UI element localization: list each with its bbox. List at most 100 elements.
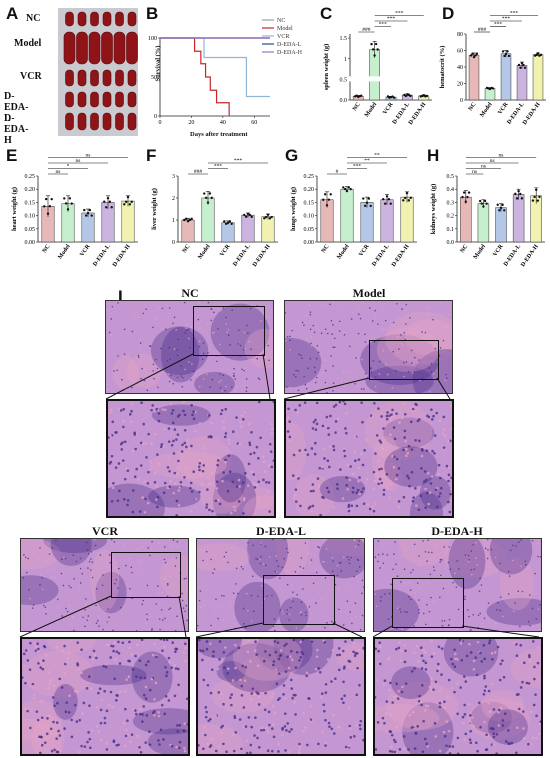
cell-nucleus [285,312,287,314]
cell-nucleus [161,591,163,594]
cell-nucleus [32,696,36,700]
cell-nucleus [108,554,111,556]
cell-nucleus [269,450,273,453]
cell-nucleus [155,484,158,488]
cell-nucleus [259,558,261,561]
cell-nucleus [390,415,394,419]
cell-nucleus [201,649,205,653]
cell-nucleus [435,411,439,415]
cell-nucleus [282,613,285,615]
cell-nucleus [294,500,298,503]
cell-nucleus [225,551,227,554]
cell-nucleus [296,411,299,414]
cell-nucleus [165,671,169,674]
cell-nucleus [479,651,482,655]
cell-nucleus [313,452,317,456]
cell-nucleus [443,734,447,738]
cell-nucleus [375,472,378,475]
cell-nucleus [357,466,361,470]
cell-nucleus [539,555,541,558]
cell-nucleus [447,479,450,483]
cell-nucleus [424,668,428,671]
cell-nucleus [291,696,294,700]
cell-nucleus [139,676,143,679]
cell-nucleus [373,479,377,483]
data-point [389,202,392,205]
cell-nucleus [115,301,118,303]
cell-nucleus [189,486,192,490]
cell-nucleus [430,408,433,411]
cell-nucleus [222,374,225,377]
cell-nucleus [400,416,404,420]
cell-nucleus [224,460,227,464]
cell-nucleus [263,470,267,473]
cell-nucleus [183,428,187,432]
cell-nucleus [48,553,51,555]
data-point [184,217,188,220]
cell-nucleus [224,389,226,392]
cell-nucleus [157,592,160,595]
cell-nucleus [39,660,42,663]
cell-nucleus [410,670,414,673]
cell-nucleus [413,543,416,546]
cell-nucleus [233,509,237,512]
cell-nucleus [388,689,391,692]
cell-nucleus [168,380,171,383]
cell-nucleus [250,692,254,695]
cell-nucleus [286,655,289,659]
cell-nucleus [321,598,323,601]
tissue-region [279,597,309,631]
cell-nucleus [151,540,153,543]
cell-nucleus [160,608,163,611]
zoom-connector-line [372,625,393,638]
cell-nucleus [519,581,522,583]
sig-label: ns [499,153,504,159]
cell-nucleus [449,427,452,431]
cell-nucleus [171,641,175,644]
cell-nucleus [92,649,96,653]
cell-nucleus [385,730,389,734]
cell-nucleus [396,351,399,354]
cell-nucleus [187,467,190,471]
cell-nucleus [242,348,245,351]
cell-nucleus [209,744,213,747]
cell-nucleus [233,372,235,375]
cell-nucleus [263,460,266,464]
cell-nucleus [537,678,540,682]
cell-nucleus [58,677,62,681]
cell-nucleus [364,341,367,343]
cell-nucleus [150,677,154,681]
cell-nucleus [437,472,440,476]
cell-nucleus [41,576,43,579]
cell-nucleus [522,710,525,713]
cell-nucleus [344,745,348,749]
cell-nucleus [76,641,80,644]
cell-nucleus [183,642,187,646]
cell-nucleus [188,446,191,450]
cell-nucleus [240,747,243,751]
cell-nucleus [391,408,394,412]
cell-nucleus [199,472,202,475]
cell-nucleus [243,331,245,334]
x-category-label: NC [352,102,362,113]
cell-nucleus [114,431,117,434]
cell-nucleus [100,698,104,701]
cell-nucleus [84,603,87,606]
tissue-region [177,435,233,486]
cell-nucleus [168,346,170,349]
cell-nucleus [172,322,174,325]
cell-nucleus [400,555,403,558]
cell-nucleus [95,705,99,709]
cell-nucleus [167,312,170,315]
cell-nucleus [519,625,521,628]
cell-nucleus [366,503,370,507]
cell-nucleus [184,599,186,601]
cell-nucleus [157,386,159,389]
cell-nucleus [176,354,179,357]
cell-nucleus [135,467,138,471]
cell-nucleus [177,503,181,507]
cell-nucleus [464,554,467,556]
cell-nucleus [81,711,84,715]
